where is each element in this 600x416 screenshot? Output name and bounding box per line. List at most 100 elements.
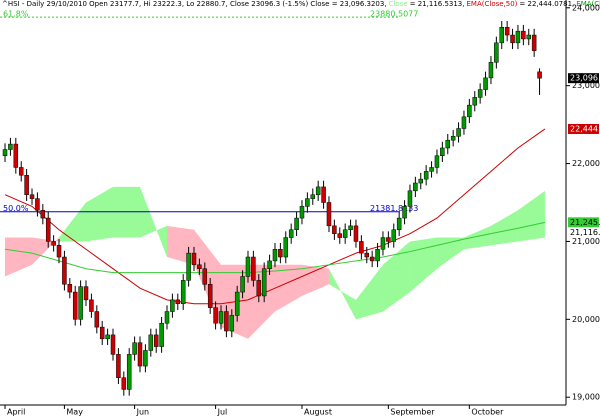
- candle-body: [434, 155, 440, 168]
- y-tick-label: 20,000: [572, 315, 600, 324]
- candle-body: [305, 198, 310, 207]
- title-part: EMA(Close,200): [576, 0, 600, 8]
- candle-body: [294, 217, 299, 231]
- candle-body: [515, 30, 521, 44]
- cloud-segment: [382, 241, 410, 312]
- candle-body: [121, 377, 127, 390]
- candle-body: [170, 299, 175, 312]
- candle-body: [321, 186, 326, 203]
- candle-body: [386, 237, 391, 242]
- candle-body: [261, 268, 267, 297]
- candle-body: [18, 167, 24, 176]
- candle-body: [369, 256, 375, 262]
- price-tag: [568, 73, 599, 84]
- candle-body: [364, 252, 370, 258]
- level-value: 21381.8133: [370, 204, 418, 213]
- price-tag: [568, 217, 599, 228]
- cloud-segment: [328, 268, 356, 320]
- candle-body: [272, 248, 278, 262]
- candle-body: [105, 334, 110, 340]
- candle-body: [288, 229, 294, 238]
- candle-body: [510, 34, 515, 44]
- candle-body: [402, 206, 407, 219]
- candle-body: [218, 311, 224, 324]
- candle-body: [440, 147, 445, 157]
- candle-body: [159, 322, 164, 347]
- candle-body: [72, 291, 78, 320]
- candle-body: [213, 307, 218, 324]
- candle-body: [429, 167, 434, 172]
- candle-body: [332, 225, 337, 234]
- candle-body: [207, 284, 213, 308]
- candle-body: [202, 268, 208, 285]
- candle-body: [283, 237, 289, 258]
- candle-body: [526, 34, 531, 40]
- candle-body: [197, 264, 202, 269]
- candle-body: [13, 143, 19, 168]
- candle-body: [78, 286, 83, 320]
- candle-body: [62, 256, 67, 285]
- y-tick-label: 19,000: [572, 393, 600, 402]
- candle-body: [337, 233, 343, 238]
- cloud-segment: [355, 264, 383, 320]
- candle-body: [326, 202, 332, 227]
- candle-body: [521, 30, 526, 40]
- candle-body: [359, 241, 364, 254]
- title-part: = 21,116.5313,: [410, 0, 465, 8]
- candle-body: [137, 342, 143, 367]
- cloud-segment: [301, 264, 329, 296]
- candle-body: [51, 241, 56, 246]
- ema-line: [4, 128, 546, 305]
- cloud-segment: [436, 237, 464, 269]
- y-tick-label: 24,000: [572, 3, 600, 12]
- candle-body: [89, 299, 94, 312]
- candle-body: [56, 245, 62, 258]
- level-label: 61.8%: [3, 10, 29, 19]
- candle-body: [191, 252, 197, 266]
- candle-body: [229, 315, 235, 332]
- candle-body: [8, 143, 13, 150]
- candle-body: [413, 182, 418, 192]
- level-value: 23880.5077: [370, 10, 418, 19]
- candle-body: [396, 217, 402, 231]
- price-tag-label: 21,245.3: [570, 218, 600, 227]
- candle-body: [153, 334, 159, 347]
- price-tag-label: 21,116.5: [570, 228, 600, 237]
- x-tick-label: Jul: [217, 408, 228, 416]
- candle-body: [40, 210, 46, 219]
- cloud-segment: [247, 264, 275, 339]
- candle-body: [94, 311, 100, 328]
- candle-body: [380, 237, 386, 250]
- candle-body: [148, 334, 154, 351]
- title-part: Close: [389, 0, 408, 8]
- chart-title: ^HSI - Daily 29/10/2010 Open 23177.7, Hi…: [2, 0, 600, 8]
- candle-body: [132, 342, 137, 355]
- candle-body: [278, 248, 283, 258]
- candle-body: [251, 256, 256, 281]
- cloud-segment: [274, 264, 302, 312]
- cloud-segment: [193, 229, 221, 328]
- candle-body: [310, 194, 316, 199]
- candle-body: [423, 171, 429, 180]
- candle-body: [477, 89, 483, 98]
- candle-body: [472, 97, 478, 106]
- candle-body: [164, 311, 170, 324]
- candle-body: [467, 104, 472, 118]
- title-part: = 22,444.0781,: [519, 0, 574, 8]
- level-label: 50.0%: [3, 204, 29, 213]
- candle-body: [224, 311, 229, 332]
- candle-body: [418, 178, 424, 184]
- title-part: EMA(Close,50): [467, 0, 518, 8]
- candle-body: [240, 276, 245, 293]
- candle-body: [245, 256, 251, 277]
- candle-body: [116, 354, 121, 378]
- candle-body: [494, 42, 499, 63]
- price-tag-label: 22,444.1: [570, 124, 600, 133]
- y-tick-label: 23,000: [572, 81, 600, 90]
- candle-body: [456, 128, 461, 137]
- candle-body: [407, 190, 413, 207]
- candle-body: [83, 286, 89, 301]
- candle-body: [186, 252, 191, 281]
- price-tag: [568, 123, 599, 134]
